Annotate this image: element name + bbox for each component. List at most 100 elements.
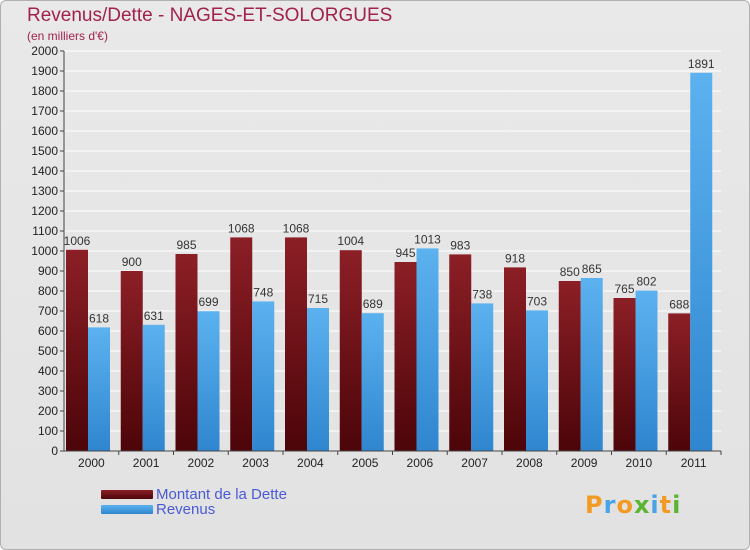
y-tick-label: 2000 [31, 44, 58, 58]
y-tick-label: 1500 [31, 144, 58, 158]
bar-dette-2011 [668, 313, 691, 451]
data-labels: 1006 618 900 631 985 699 1068 748 1068 715 1004 689… [64, 57, 715, 326]
x-tick-label: 2001 [133, 456, 160, 470]
data-label: 1004 [337, 234, 364, 248]
y-tick-label: 100 [38, 424, 58, 438]
x-tick-label: 2007 [461, 456, 488, 470]
y-tick-label: 800 [38, 284, 58, 298]
x-tick-label: 2005 [352, 456, 379, 470]
x-tick-label: 2004 [297, 456, 324, 470]
bars [66, 72, 713, 452]
data-label: 802 [636, 275, 656, 289]
bar-dette-2002 [175, 254, 198, 451]
legend-swatch-revenus [101, 505, 153, 514]
grid-lines [64, 50, 721, 452]
y-tick-label: 300 [38, 384, 58, 398]
bar-chart: 1006 618 900 631 985 699 1068 748 1068 715 1004 689… [31, 44, 722, 470]
data-label: 1006 [64, 234, 91, 248]
y-tick-label: 1100 [32, 224, 58, 238]
y-tick-label: 700 [38, 304, 58, 318]
legend-label-revenus: Revenus [156, 501, 216, 518]
x-tick-label: 2010 [626, 456, 653, 470]
y-axis: 0 100 200 300 400 500 600 700 800 900 1000 1100 1200… [31, 44, 65, 458]
y-tick-label: 1400 [31, 164, 58, 178]
y-tick-label: 1900 [31, 64, 58, 78]
bar-revenus-2004 [307, 308, 329, 451]
data-label: 631 [144, 309, 164, 323]
x-tick-label: 2003 [242, 456, 269, 470]
data-label: 689 [363, 297, 383, 311]
x-tick-label: 2011 [681, 456, 707, 470]
bar-revenus-2011 [690, 72, 713, 452]
x-tick-label: 2000 [78, 456, 105, 470]
logo-letter: t [659, 491, 673, 519]
proxiti-logo: Proxiti [585, 491, 681, 519]
y-tick-label: 1000 [31, 244, 58, 258]
y-tick-label: 900 [38, 264, 58, 278]
bar-dette-2003 [230, 237, 253, 451]
chart-subtitle: (en milliers d'€) [27, 29, 108, 43]
data-label: 688 [669, 297, 689, 311]
data-label: 983 [450, 238, 470, 252]
bar-revenus-2003 [252, 301, 275, 451]
logo-letter: o [616, 491, 634, 519]
bar-revenus-2007 [471, 303, 494, 451]
bar-dette-2010 [613, 298, 636, 451]
data-label: 765 [614, 282, 634, 296]
y-tick-label: 400 [38, 364, 58, 378]
bar-dette-2004 [285, 237, 307, 451]
bar-revenus-2002 [197, 311, 220, 451]
logo-letter: i [650, 491, 660, 519]
y-tick-label: 500 [38, 344, 58, 358]
bar-revenus-2006 [416, 248, 439, 451]
data-label: 945 [395, 246, 415, 260]
x-tick-label: 2002 [188, 456, 215, 470]
bar-revenus-2001 [142, 324, 165, 451]
data-label: 699 [198, 295, 218, 309]
bar-dette-2006 [394, 262, 417, 451]
legend-label-dette: Montant de la Dette [156, 486, 287, 503]
bar-dette-2001 [120, 271, 143, 451]
bar-revenus-2009 [580, 278, 603, 451]
legend-swatch-dette [101, 490, 153, 499]
y-tick-label: 0 [51, 444, 58, 458]
bar-revenus-2000 [88, 327, 110, 451]
x-tick-label: 2009 [571, 456, 598, 470]
bar-revenus-2008 [526, 310, 548, 451]
logo-letter: r [603, 491, 617, 519]
bar-dette-2000 [66, 249, 88, 451]
data-label: 918 [505, 251, 525, 265]
data-label: 900 [122, 255, 142, 269]
y-tick-label: 1200 [31, 204, 58, 218]
bar-revenus-2005 [361, 313, 384, 451]
bar-revenus-2010 [635, 290, 658, 451]
data-label: 985 [176, 238, 196, 252]
y-tick-label: 1700 [31, 104, 58, 118]
bar-dette-2007 [449, 254, 472, 451]
data-label: 850 [560, 265, 580, 279]
data-label: 1891 [688, 57, 715, 71]
x-tick-label: 2006 [407, 456, 434, 470]
x-tick-label: 2008 [516, 456, 543, 470]
data-label: 1068 [283, 221, 310, 235]
x-axis: 2000 2001 2002 2003 2004 2005 2006 2007 2008 2009… [64, 450, 722, 470]
y-tick-label: 600 [38, 324, 58, 338]
y-tick-label: 200 [38, 404, 58, 418]
bar-dette-2009 [558, 281, 581, 451]
bar-dette-2005 [339, 250, 362, 451]
logo-letter: i [672, 491, 682, 519]
y-tick-label: 1300 [31, 184, 58, 198]
data-label: 1013 [414, 232, 441, 246]
y-tick-label: 1800 [31, 84, 58, 98]
y-tick-label: 1600 [31, 124, 58, 138]
logo-letter: P [585, 491, 604, 519]
data-label: 865 [582, 262, 602, 276]
data-label: 703 [527, 294, 547, 308]
chart-title: Revenus/Dette - NAGES-ET-SOLORGUES [27, 5, 393, 26]
data-label: 1068 [228, 221, 255, 235]
bar-dette-2008 [504, 267, 526, 451]
data-label: 738 [472, 287, 492, 301]
logo-letter: x [633, 491, 651, 519]
data-label: 618 [89, 311, 109, 325]
